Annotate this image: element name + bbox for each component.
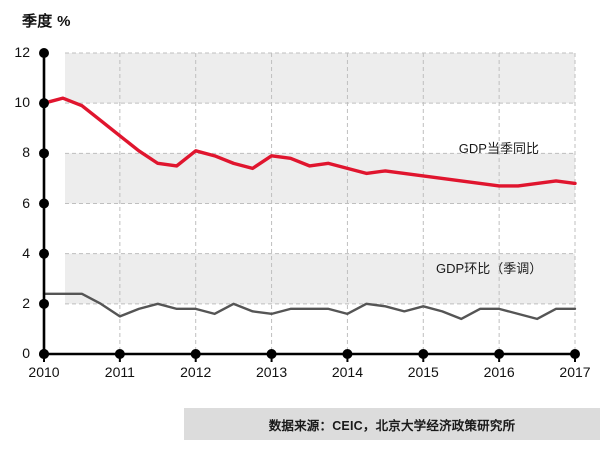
source-banner: 数据来源：CEIC，北京大学经济政策研究所 — [184, 408, 600, 440]
x-tick-label-2011: 2011 — [104, 364, 135, 380]
y-tick-label-10: 10 — [14, 94, 30, 111]
series-label-gdp-yoy: GDP当季同比 — [458, 140, 539, 156]
x-tick-label-2017: 2017 — [559, 364, 591, 380]
series-line-gdp-qoq — [42, 292, 577, 321]
series-lines — [42, 96, 577, 321]
y-tick-dot-4 — [39, 248, 49, 259]
x-axis-tick-dots — [39, 349, 580, 362]
y-tick-dot-8 — [39, 148, 49, 159]
band-2-4 — [65, 253, 575, 304]
y-tick-label-12: 12 — [14, 44, 30, 60]
x-tick-label-2010: 2010 — [28, 364, 60, 380]
source-note-text: 数据来源：CEIC，北京大学经济政策研究所 — [268, 418, 516, 433]
band-10-12 — [65, 53, 575, 104]
y-tick-label-2: 2 — [22, 294, 30, 311]
x-tick-label-2013: 2013 — [255, 364, 288, 380]
y-tick-label-6: 6 — [22, 194, 30, 211]
plot-area — [39, 48, 580, 362]
y-tick-dot-2 — [39, 298, 49, 309]
y-axis-unit-title: 季度 % — [22, 13, 71, 30]
y-tick-dot-12 — [39, 48, 49, 58]
band-6-8 — [65, 153, 575, 204]
horizontal-gridlines — [65, 52, 575, 305]
x-tick-label-2014: 2014 — [331, 364, 363, 380]
x-tick-label-2015: 2015 — [407, 364, 439, 380]
y-tick-label-4: 4 — [22, 244, 30, 261]
y-tick-dot-10 — [39, 98, 49, 109]
x-tick-label-2016: 2016 — [483, 364, 515, 380]
alternating-bands — [65, 53, 575, 304]
y-tick-label-8: 8 — [22, 144, 30, 161]
y-tick-label-0: 0 — [22, 345, 30, 361]
x-tick-label-2012: 2012 — [180, 364, 212, 380]
y-tick-dot-6 — [39, 198, 49, 209]
series-label-gdp-qoq: GDP环比（季调） — [436, 261, 543, 277]
series-line-gdp-yoy — [42, 96, 577, 188]
